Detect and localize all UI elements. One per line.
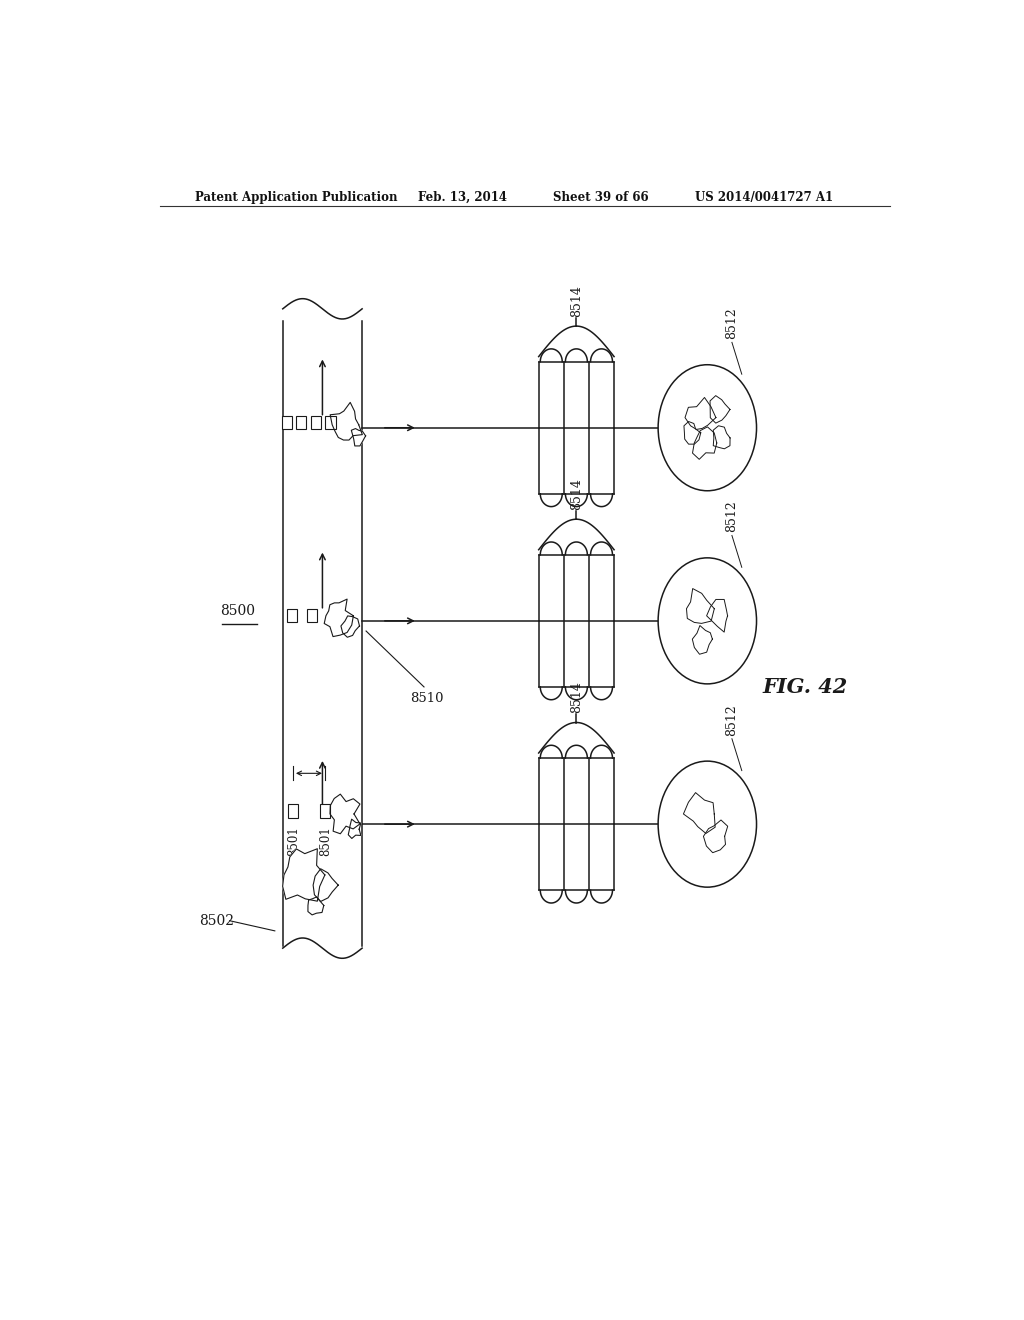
Text: Feb. 13, 2014: Feb. 13, 2014 (418, 191, 507, 203)
Text: 8510: 8510 (410, 692, 443, 705)
Polygon shape (684, 421, 700, 444)
Text: 8512: 8512 (725, 704, 738, 735)
Text: 8512: 8512 (725, 500, 738, 532)
Text: 8501: 8501 (288, 826, 300, 855)
Circle shape (658, 558, 757, 684)
Bar (287, 609, 297, 623)
Circle shape (658, 762, 757, 887)
Polygon shape (683, 792, 715, 833)
Bar (326, 416, 336, 429)
Polygon shape (703, 820, 728, 853)
Circle shape (658, 364, 757, 491)
Polygon shape (686, 589, 715, 623)
Bar (307, 609, 317, 623)
Polygon shape (710, 396, 730, 424)
Text: 8500: 8500 (220, 603, 255, 618)
Polygon shape (685, 397, 716, 429)
Polygon shape (714, 426, 730, 449)
Polygon shape (330, 795, 360, 834)
Polygon shape (283, 849, 325, 902)
Polygon shape (341, 616, 359, 638)
Text: Sheet 39 of 66: Sheet 39 of 66 (553, 191, 648, 203)
Polygon shape (707, 599, 728, 632)
Text: 8514: 8514 (570, 681, 583, 713)
Text: 8512: 8512 (725, 308, 738, 339)
Polygon shape (348, 820, 360, 838)
Text: 8514: 8514 (570, 478, 583, 510)
Text: US 2014/0041727 A1: US 2014/0041727 A1 (695, 191, 834, 203)
Text: 8514: 8514 (570, 285, 583, 317)
Bar (296, 416, 306, 429)
Text: Patent Application Publication: Patent Application Publication (196, 191, 398, 203)
Text: 8502: 8502 (200, 913, 234, 928)
Bar (319, 804, 330, 817)
Text: 8501: 8501 (319, 826, 332, 855)
Polygon shape (351, 429, 366, 446)
Polygon shape (330, 403, 362, 440)
Polygon shape (692, 626, 713, 655)
Polygon shape (692, 426, 717, 459)
Polygon shape (313, 869, 338, 902)
Bar (311, 416, 322, 429)
Text: FIG. 42: FIG. 42 (763, 677, 848, 697)
Polygon shape (308, 896, 324, 915)
Polygon shape (325, 599, 353, 636)
Bar (282, 416, 292, 429)
Bar (288, 804, 298, 817)
